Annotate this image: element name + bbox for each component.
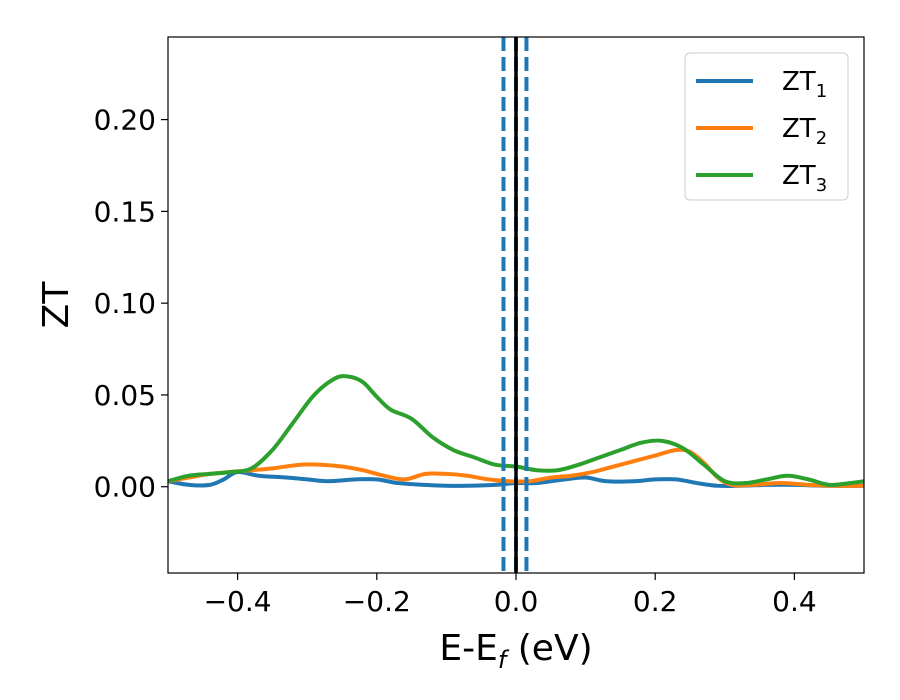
y-tick-label: 0.05 [94,379,156,412]
y-tick-label: 0.20 [94,104,156,137]
series-line-zt3 [168,374,864,488]
y-tick-label: 0.00 [94,471,156,504]
x-axis-label: E-Ef (eV) [439,628,592,674]
legend: ZT1 ZT2 ZT3 [684,52,849,201]
axes: −0.4 −0.2 0.0 0.2 0.4 0.00 0.05 0.10 0.15 0.20 [94,36,865,618]
legend-label-zt1: ZT1 [782,67,827,102]
legend-label-zt3: ZT3 [782,161,827,196]
x-tick-label: 0.0 [494,585,539,618]
x-axis-label-unit: (eV) [506,628,592,669]
legend-box [684,52,849,201]
series-line-zt1 [168,469,864,489]
x-tick-label: 0.2 [633,585,678,618]
x-tick-label: −0.2 [343,585,411,618]
x-axis-label-main: E-E [439,628,497,669]
y-tick-label: 0.15 [94,195,156,228]
x-tick-label: −0.4 [204,585,272,618]
plot-area [168,37,864,573]
x-tick-label: 0.4 [772,585,817,618]
plot-clip-group [168,37,864,573]
y-axis-label: ZT [36,281,77,329]
legend-label-zt2: ZT2 [782,114,827,149]
y-tick-label: 0.10 [94,287,156,320]
